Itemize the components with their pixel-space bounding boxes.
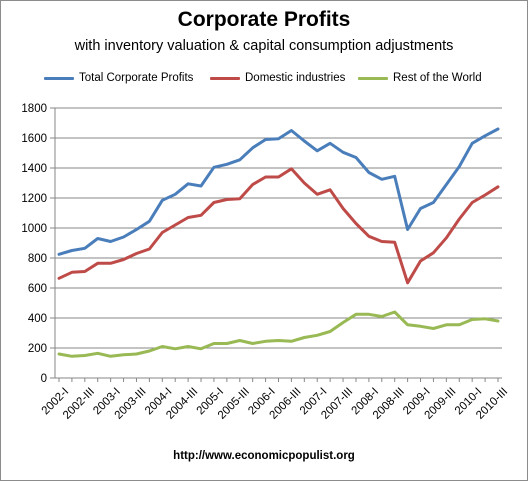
legend-item-rest-of-world: Rest of the World (358, 69, 482, 87)
y-tick-label-800: 800 (28, 253, 47, 265)
series-line-domestic-industries (57, 167, 500, 285)
legend-label-rest-of-world: Rest of the World (393, 72, 482, 84)
legend-label-total: Total Corporate Profits (79, 72, 194, 84)
source-url: http://www.economicpopulist.org (173, 450, 355, 462)
y-tick-label-1000: 1000 (21, 223, 47, 235)
series-line-total-corporate-profits (57, 127, 500, 256)
legend-item-total: Total Corporate Profits (44, 69, 193, 87)
y-tick-label-600: 600 (28, 283, 47, 295)
y-tick-label-1400: 1400 (21, 163, 47, 175)
chart-title: Corporate Profits (177, 8, 351, 31)
legend-swatch-total (44, 76, 74, 80)
y-tick-label-400: 400 (28, 313, 47, 325)
y-tick-label-0: 0 (41, 373, 47, 385)
legend-label-domestic: Domestic industries (245, 72, 346, 84)
chart-subtitle: with inventory valuation & capital consu… (74, 38, 454, 54)
y-tick-label-200: 200 (28, 343, 47, 355)
legend-swatch-domestic (210, 76, 240, 80)
chart-legend: Total Corporate Profits Domestic industr… (0, 69, 528, 89)
legend-swatch-rest-of-world (358, 76, 388, 80)
y-tick-label-1600: 1600 (21, 133, 47, 145)
y-tick-label-1200: 1200 (21, 193, 47, 205)
y-tick-label-1800: 1800 (21, 103, 47, 115)
series-line-rest-of-the-world (57, 310, 500, 358)
legend-item-domestic: Domestic industries (210, 69, 345, 87)
